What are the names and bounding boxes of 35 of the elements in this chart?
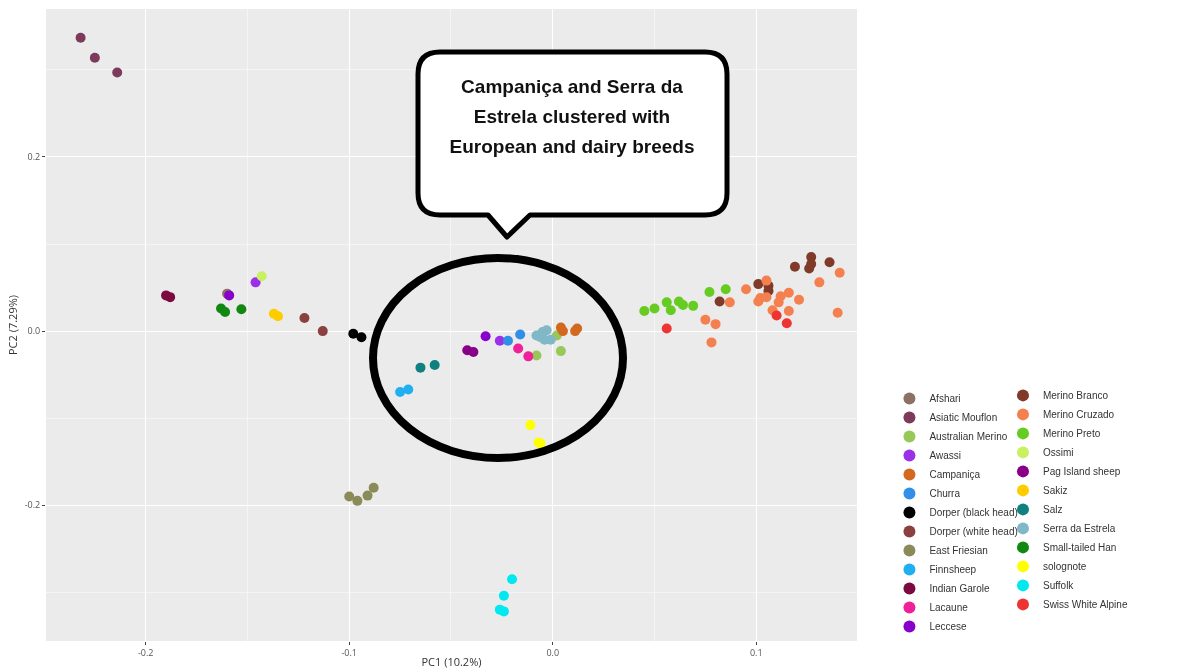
legend-label: Afshari [929, 393, 961, 405]
legend-label: Leccese [929, 621, 968, 633]
legend-label: Merino Preto [1042, 428, 1101, 440]
legend-label: Awassi [929, 450, 961, 462]
legend-label: solognote [1042, 561, 1087, 573]
x-tick-label: 0.1 [749, 645, 763, 659]
legend-label: Merino Cruzado [1042, 409, 1115, 421]
legend-label: Churra [929, 488, 961, 500]
annotation: Campaniça and Serra da Estrela clustered with European and dairy breeds [448, 75, 696, 159]
legend-label: Australian Merino [929, 431, 1008, 443]
legend-label: Serra da Estrela [1042, 523, 1116, 535]
legend-label: East Friesian [929, 545, 988, 557]
legend-label: Asiatic Mouflon [929, 412, 998, 424]
legend-label: Indian Garole [929, 583, 990, 595]
legend-label: Sakiz [1042, 485, 1068, 497]
y-axis-title: PC2 (7.29%) [5, 294, 21, 356]
y-tick-label: 0.2 [27, 150, 41, 164]
legend-label: Suffolk [1042, 580, 1075, 592]
y-tick-label: -0.2 [24, 498, 41, 512]
legend-label: Merino Branco [1042, 390, 1109, 402]
legend-label: Small-tailed Han [1042, 542, 1117, 554]
legend-label: Salz [1042, 504, 1063, 516]
legend-label: Finnsheep [929, 564, 977, 576]
x-tick-label: 0.0 [546, 645, 560, 659]
x-tick-label: -0.2 [137, 645, 154, 659]
legend-label: Ossimi [1042, 447, 1074, 459]
x-tick-label: -0.1 [341, 645, 358, 659]
y-tick-label: 0.0 [27, 324, 41, 338]
legend-label: Campaniça [929, 469, 981, 481]
x-axis-title: PC1 (10.2%) [421, 654, 482, 669]
legend-label: Lacaune [929, 602, 969, 614]
legend-label: Swiss White Alpine [1042, 599, 1128, 611]
legend-label: Pag Island sheep [1042, 466, 1121, 478]
legend-label: Dorper (black head) [929, 507, 1018, 519]
legend-label: Dorper (white head) [929, 526, 1018, 538]
